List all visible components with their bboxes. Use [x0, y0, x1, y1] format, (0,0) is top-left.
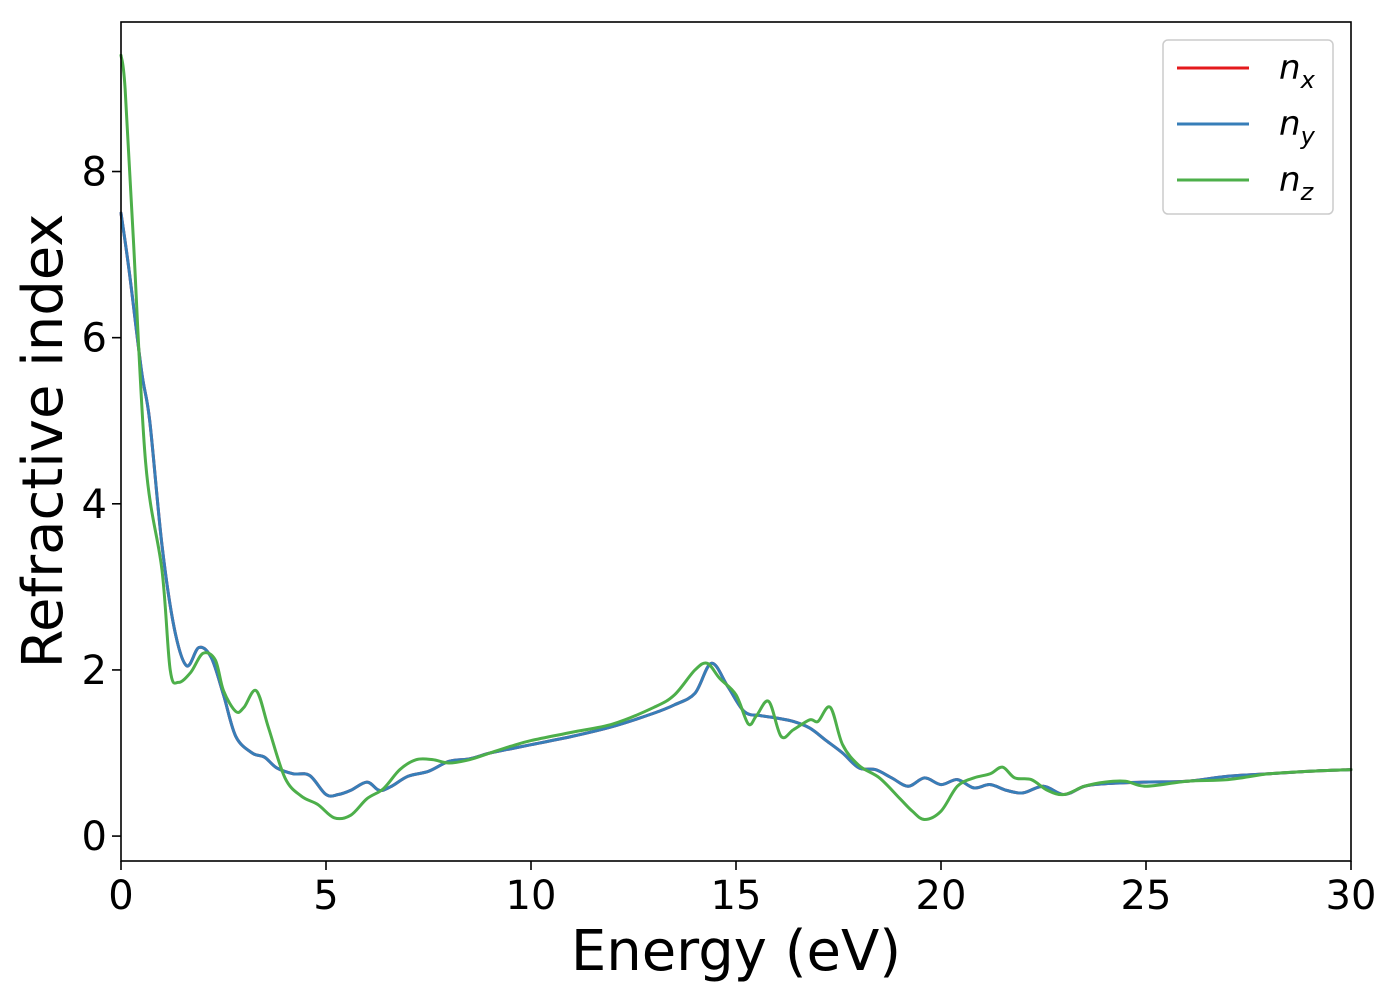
series-line-z	[119, 53, 1353, 821]
x-axis-ticks: 0 5 10 15 20 25 30	[108, 861, 1376, 919]
y-axis-title: Refractive index	[11, 214, 76, 669]
x-tick-label: 0	[108, 873, 133, 919]
y-tick-label: 6	[82, 316, 107, 362]
legend-label-x: nx	[1279, 48, 1316, 94]
y-tick-label: 0	[82, 814, 107, 860]
y-tick-label: 4	[82, 482, 107, 528]
x-tick-label: 30	[1326, 873, 1377, 919]
y-tick-label: 8	[82, 150, 107, 196]
x-tick-label: 25	[1121, 873, 1172, 919]
legend-label-subscript: y	[1300, 122, 1316, 150]
y-tick-label: 2	[82, 648, 107, 694]
legend-label-y: ny	[1279, 104, 1316, 150]
x-tick-label: 10	[506, 873, 557, 919]
legend-frame	[1162, 39, 1334, 215]
legend-label-base: n	[1279, 160, 1301, 200]
legend-label-base: n	[1279, 104, 1301, 144]
x-tick-label: 5	[313, 873, 338, 919]
x-axis-title: Energy (eV)	[571, 919, 901, 984]
legend-label-base: n	[1279, 48, 1301, 88]
y-axis-ticks: 0 2 4 6 8	[82, 150, 121, 860]
x-tick-label: 15	[711, 873, 762, 919]
series-line-y	[119, 211, 1353, 798]
x-tick-label: 20	[916, 873, 967, 919]
legend-label-subscript: x	[1300, 66, 1316, 94]
legend-label-z: nz	[1279, 160, 1315, 206]
series-layer	[119, 53, 1353, 821]
legend-label-subscript: z	[1300, 178, 1315, 206]
